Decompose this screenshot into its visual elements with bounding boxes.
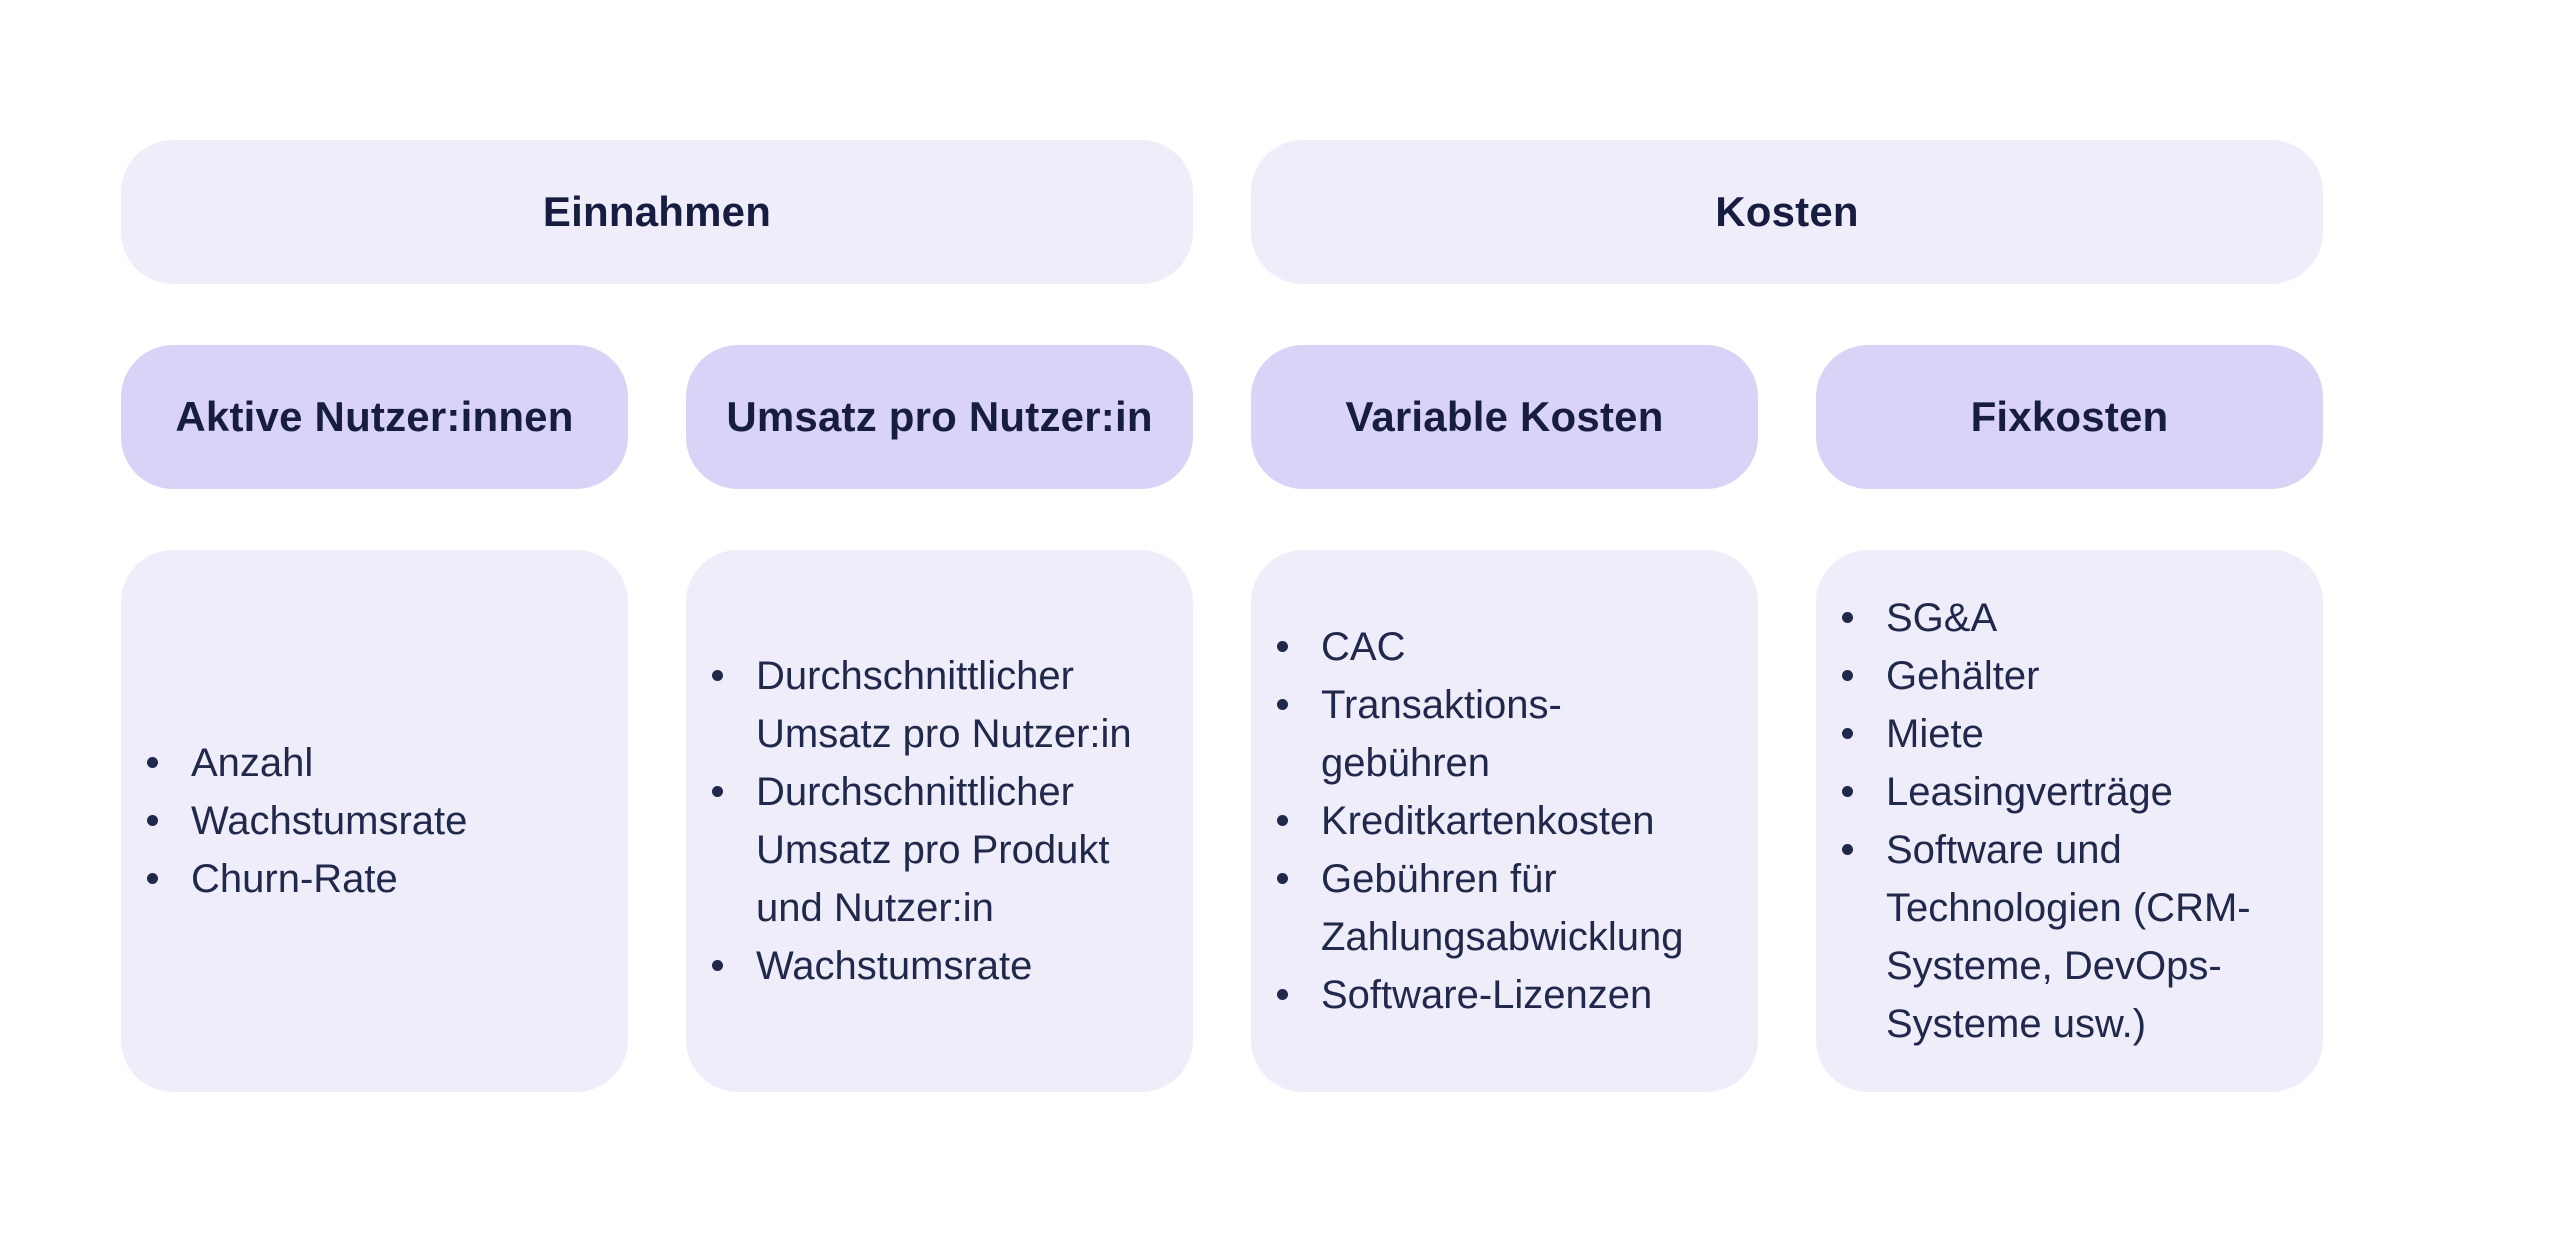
group-title: Kosten xyxy=(1715,188,1859,235)
column-header-label: Variable Kosten xyxy=(1345,393,1664,440)
metrics-card-variable-kosten: CAC Transaktions-gebühren Kreditkartenkost… xyxy=(1251,550,1758,1092)
group-title: Einnahmen xyxy=(542,188,772,235)
list-item: Gebühren für Zahlungsabwicklung xyxy=(1277,850,1730,966)
list-item: Transaktions-gebühren xyxy=(1277,676,1730,792)
list-item: Durchschnittlicher Umsatz pro Nutzer:in xyxy=(712,647,1165,763)
list-item: Leasingverträge xyxy=(1842,763,2295,821)
list-item: Churn-Rate xyxy=(147,850,600,908)
diagram-grid: Einnahmen Kosten Aktive Nutzer:innen Ums… xyxy=(121,140,2323,1092)
group-header-einnahmen: Einnahmen xyxy=(121,140,1193,284)
bullet-list: Anzahl Wachstumsrate Churn-Rate xyxy=(121,734,628,908)
list-item: SG&A xyxy=(1842,589,2295,647)
list-item: Durchschnittlicher Umsatz pro Produkt un… xyxy=(712,763,1165,937)
list-item: Anzahl xyxy=(147,734,600,792)
metrics-card-umsatz-pro-nutzerin: Durchschnittlicher Umsatz pro Nutzer:in D… xyxy=(686,550,1193,1092)
list-item: Software und Technologien (CRM-Systeme, … xyxy=(1842,821,2295,1053)
bullet-list: CAC Transaktions-gebühren Kreditkartenkost… xyxy=(1251,618,1758,1024)
bullet-list: SG&A Gehälter Miete Leasingverträge Software… xyxy=(1816,589,2323,1053)
column-header-label: Umsatz pro Nutzer:in xyxy=(726,393,1153,440)
list-item: Miete xyxy=(1842,705,2295,763)
metrics-card-aktive-nutzerinnen: Anzahl Wachstumsrate Churn-Rate xyxy=(121,550,628,1092)
list-item: CAC xyxy=(1277,618,1730,676)
column-header-fixkosten: Fixkosten xyxy=(1816,345,2323,489)
metrics-card-fixkosten: SG&A Gehälter Miete Leasingverträge Software… xyxy=(1816,550,2323,1092)
group-header-kosten: Kosten xyxy=(1251,140,2323,284)
list-item: Wachstumsrate xyxy=(712,937,1165,995)
list-item: Gehälter xyxy=(1842,647,2295,705)
column-header-label: Aktive Nutzer:innen xyxy=(175,393,574,440)
bullet-list: Durchschnittlicher Umsatz pro Nutzer:in D… xyxy=(686,647,1193,995)
list-item: Kreditkartenkosten xyxy=(1277,792,1730,850)
column-header-variable-kosten: Variable Kosten xyxy=(1251,345,1758,489)
list-item: Software-Lizenzen xyxy=(1277,966,1730,1024)
column-header-umsatz-pro-nutzerin: Umsatz pro Nutzer:in xyxy=(686,345,1193,489)
column-header-aktive-nutzerinnen: Aktive Nutzer:innen xyxy=(121,345,628,489)
column-header-label: Fixkosten xyxy=(1970,393,2169,440)
list-item: Wachstumsrate xyxy=(147,792,600,850)
